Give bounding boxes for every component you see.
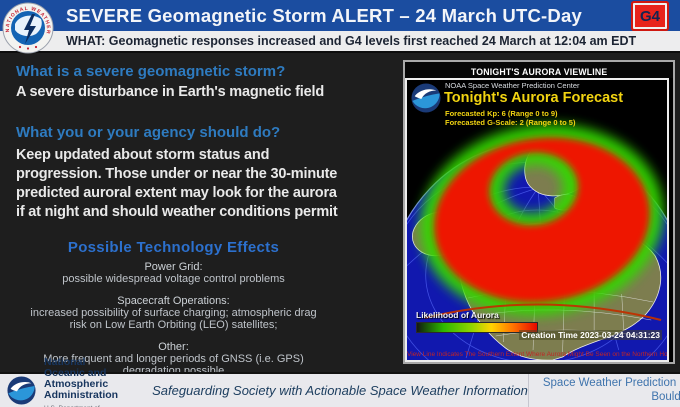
- swpc-location-block: Space Weather Prediction Center Boulder,…: [527, 374, 680, 407]
- aurora-legend-label: Likelihood of Aurora: [416, 310, 499, 320]
- agency-line-2: Atmospheric Administration: [44, 377, 119, 401]
- agency-line-1: National Oceanic and: [44, 355, 107, 379]
- agency-name-block: National Oceanic and Atmospheric Adminis…: [44, 355, 119, 407]
- what-line: WHAT: Geomagnetic responses increased an…: [66, 34, 637, 48]
- question-what-to-do: What you or your agency should do?: [16, 124, 281, 141]
- alert-title: SEVERE Geomagnetic Storm ALERT – 24 Marc…: [66, 5, 582, 26]
- department-line: U.S. Department of Commerce: [44, 403, 118, 407]
- aurora-forecast-panel: TONIGHT'S AURORA VIEWLINE: [403, 60, 675, 364]
- nws-logo-icon: NATIONAL WEATHER SERVICE: [2, 2, 54, 54]
- effect-power-grid-desc: possible widespread voltage control prob…: [62, 273, 285, 285]
- alert-header-bar: SEVERE Geomagnetic Storm ALERT – 24 Marc…: [0, 0, 680, 31]
- aurora-forecast-map: NOAA Space Weather Prediction Center Ton…: [405, 78, 669, 362]
- aurora-oval: [420, 124, 664, 316]
- viewline-title: TONIGHT'S AURORA VIEWLINE: [470, 67, 608, 78]
- viewline-title-bar: TONIGHT'S AURORA VIEWLINE: [405, 62, 673, 78]
- noaa-logo-icon: [411, 83, 441, 113]
- g-scale-badge: G4: [633, 3, 667, 29]
- effect-other-desc: More frequent and longer periods of GNSS…: [43, 352, 304, 365]
- swpc-location: Boulder, CO: [651, 390, 680, 403]
- what-strip: WHAT: Geomagnetic responses increased an…: [0, 31, 680, 53]
- footer-tagline: Safeguarding Society with Actionable Spa…: [152, 383, 528, 398]
- storm-info-panel: What is a severe geomagnetic storm? A se…: [0, 53, 403, 377]
- answer-what-is: A severe disturbance in Earth's magnetic…: [16, 84, 324, 100]
- effect-spacecraft-desc: increased possibility of surface chargin…: [30, 306, 317, 319]
- effect-power-grid-name: Power Grid:: [144, 261, 203, 273]
- technology-effects-title: Possible Technology Effects: [67, 239, 280, 256]
- map-forecast-title: Tonight's Aurora Forecast: [444, 90, 624, 106]
- g-scale-badge-label: G4: [639, 7, 660, 25]
- footer-bar: National Oceanic and Atmospheric Adminis…: [0, 356, 680, 407]
- question-what-is: What is a severe geomagnetic storm?: [16, 63, 286, 80]
- aurora-legend-gradient-bar: [416, 322, 538, 333]
- noaa-logo-footer-icon: [7, 376, 36, 405]
- map-kp-line: Forecasted Kp: 6 (Range 0 to 9): [445, 109, 558, 118]
- aurora-viewline-arc: [424, 303, 662, 321]
- map-creation-time: Creation Time 2023-03-24 04:31:23: [519, 330, 662, 340]
- map-gscale-line: Forecasted G-Scale: 2 (Range 0 to 5): [445, 118, 576, 127]
- map-caption: View Line Indicates The Southern Extent …: [407, 351, 669, 358]
- map-source-label: NOAA Space Weather Prediction Center: [445, 81, 580, 90]
- effect-spacecraft-name: Spacecraft Operations:: [117, 294, 230, 307]
- answer-what-to-do: Keep updated about storm status and prog…: [16, 147, 338, 220]
- effect-other-name: Other:: [158, 340, 189, 353]
- aurora-map-art: [407, 80, 667, 360]
- swpc-center-name: Space Weather Prediction Center: [542, 377, 680, 389]
